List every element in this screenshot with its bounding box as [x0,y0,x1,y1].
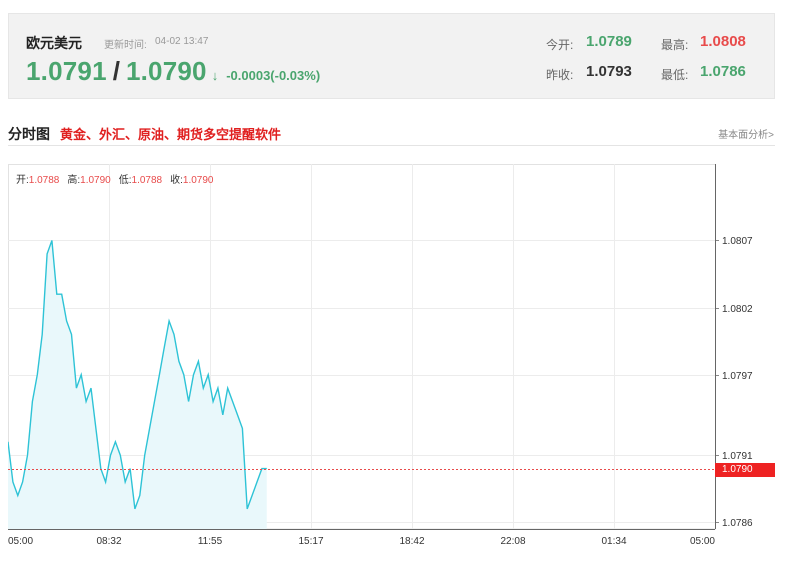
ohlc-open: 开:1.0788 [16,171,59,186]
price-separator: / [112,56,120,86]
ohlc-open-value: 1.0788 [28,175,60,186]
open-label: 今开: [546,38,574,52]
ohlc-low-label: 低: [118,175,132,186]
y-tick-label: 1.0797 [722,371,753,382]
ohlc-close-value: 1.0790 [182,175,214,186]
y-tick-label: 1.0802 [722,304,753,315]
x-tick-label: 15:17 [298,536,323,547]
open-value: 1.0789 [586,33,632,50]
high-label: 最高: [661,38,689,52]
ohlc-readout: 开:1.0788 高:1.0790 低:1.0788 收:1.0790 [16,171,214,186]
x-tick-label: 08:32 [96,536,121,547]
x-tick-label: 22:08 [500,536,525,547]
bid-price: 1.0791 [26,56,107,86]
update-time: 04-02 13:47 [155,36,209,47]
low-label: 最低: [661,68,689,82]
update-label: 更新时间: [104,40,147,51]
ohlc-low: 低:1.0788 [119,171,162,186]
x-tick-label: 05:00 [690,536,715,547]
promo-link[interactable]: 黄金、外汇、原油、期货多空提醒软件 [60,127,282,142]
ohlc-high-value: 1.0790 [80,175,111,186]
section-divider [8,145,775,146]
intraday-chart[interactable]: 1.0807 1.0802 1.0797 1.0791 1.0786 05:00 08:32… [8,164,775,554]
x-tick-label: 18:42 [399,536,424,547]
ohlc-high-label: 高: [67,175,81,186]
ask-price: 1.0790 [125,56,207,86]
ohlc-open-label: 开: [16,175,29,186]
pair-name: 欧元美元 [26,35,82,51]
price-line [8,240,267,510]
x-tick-label: 05:00 [8,536,33,547]
high-value: 1.0808 [700,33,746,50]
chart-canvas: 1.0807 1.0802 1.0797 1.0791 1.0786 05:00 08:32… [8,164,753,547]
x-tick-label: 11:55 [198,536,223,547]
x-tick-label: 01:34 [601,536,626,547]
fundamental-analysis-link[interactable]: 基本面分析> [718,130,774,141]
down-arrow-icon: ↓ [211,68,219,83]
ohlc-close: 收:1.0790 [170,171,213,186]
ohlc-close-label: 收: [170,175,183,186]
section-title: 分时图 [8,126,50,142]
price-area-fill [8,240,267,529]
ohlc-high: 高:1.0790 [67,171,110,186]
price-row: 1.0791 / 1.0790 ↓ -0.0003(-0.03%) [26,56,320,90]
y-tick-label: 1.0786 [722,518,753,529]
low-value: 1.0786 [700,63,746,80]
prev-close-label: 昨收: [546,68,574,82]
ohlc-low-value: 1.0788 [131,175,163,186]
price-change: -0.0003(-0.03%) [226,68,321,83]
y-tick-label: 1.0807 [722,236,753,247]
y-tick-label: 1.0791 [722,451,753,462]
quote-header: 欧元美元 更新时间: 04-02 13:47 1.0791 / 1.0790 ↓… [8,13,775,99]
prev-close-value: 1.0793 [586,63,632,80]
current-price-tag: 1.0790 [715,462,775,477]
